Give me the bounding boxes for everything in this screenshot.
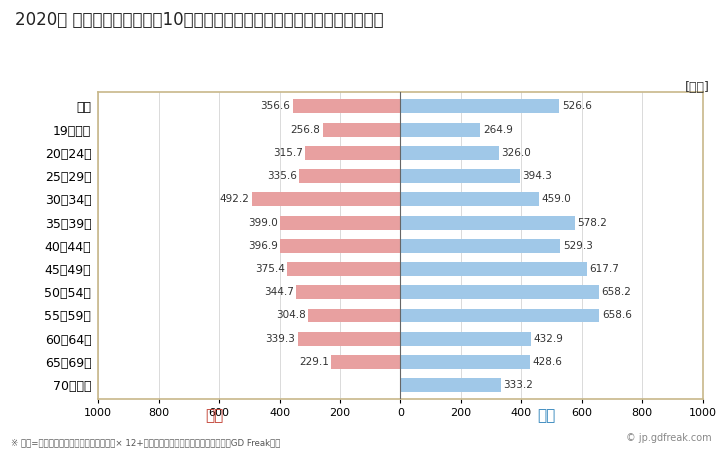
Text: 264.9: 264.9 (483, 124, 513, 135)
Bar (280, 239, 400, 253)
Text: 399.0: 399.0 (248, 217, 277, 228)
Text: 男性: 男性 (537, 408, 555, 423)
Text: 229.1: 229.1 (299, 357, 329, 367)
Text: 529.3: 529.3 (563, 241, 593, 251)
Text: 658.2: 658.2 (601, 287, 632, 297)
Text: 526.6: 526.6 (562, 101, 592, 111)
Text: 432.9: 432.9 (534, 334, 563, 344)
Text: 326.0: 326.0 (502, 148, 531, 158)
Text: 394.3: 394.3 (522, 171, 552, 181)
Text: 2020年 民間企業（従業者数10人以上）フルタイム労働者の男女別平均年収: 2020年 民間企業（従業者数10人以上）フルタイム労働者の男女別平均年収 (15, 11, 383, 29)
Text: 344.7: 344.7 (264, 287, 294, 297)
Text: © jp.gdfreak.com: © jp.gdfreak.com (626, 433, 712, 443)
Bar (400, 146, 499, 160)
Bar (400, 308, 599, 322)
Text: 617.7: 617.7 (590, 264, 620, 274)
Text: [万円]: [万円] (685, 81, 710, 94)
Bar (400, 239, 561, 253)
Text: 女性: 女性 (205, 408, 224, 423)
Text: 304.8: 304.8 (276, 310, 306, 321)
Text: 578.2: 578.2 (577, 217, 607, 228)
Bar (400, 123, 480, 137)
Bar (400, 378, 501, 392)
Bar (252, 193, 400, 206)
Bar (400, 285, 599, 299)
Text: 335.6: 335.6 (266, 171, 296, 181)
Bar (400, 99, 560, 113)
Bar (299, 169, 400, 183)
Bar (400, 332, 531, 346)
Bar (309, 308, 400, 322)
Text: 333.2: 333.2 (504, 380, 534, 390)
Text: 658.6: 658.6 (602, 310, 632, 321)
Bar (287, 262, 400, 276)
Bar (331, 355, 400, 369)
Text: 375.4: 375.4 (255, 264, 285, 274)
Text: 492.2: 492.2 (219, 194, 249, 204)
Bar (323, 123, 400, 137)
Bar (400, 193, 539, 206)
Bar (298, 332, 400, 346)
Text: 459.0: 459.0 (542, 194, 571, 204)
Text: ※ 年収=「きまって支給する現金給与額」× 12+「年間賞与その他特別給与額」としてGD Freak推計: ※ 年収=「きまって支給する現金給与額」× 12+「年間賞与その他特別給与額」と… (11, 438, 280, 447)
Bar (280, 216, 400, 230)
Bar (400, 262, 587, 276)
Bar (400, 169, 520, 183)
Text: 356.6: 356.6 (261, 101, 290, 111)
Text: 428.6: 428.6 (532, 357, 562, 367)
Text: 396.9: 396.9 (248, 241, 278, 251)
Text: 315.7: 315.7 (273, 148, 303, 158)
Text: 339.3: 339.3 (266, 334, 296, 344)
Bar (293, 99, 400, 113)
Bar (305, 146, 400, 160)
Bar (296, 285, 400, 299)
Text: 256.8: 256.8 (290, 124, 320, 135)
Bar (400, 355, 530, 369)
Bar (400, 216, 575, 230)
